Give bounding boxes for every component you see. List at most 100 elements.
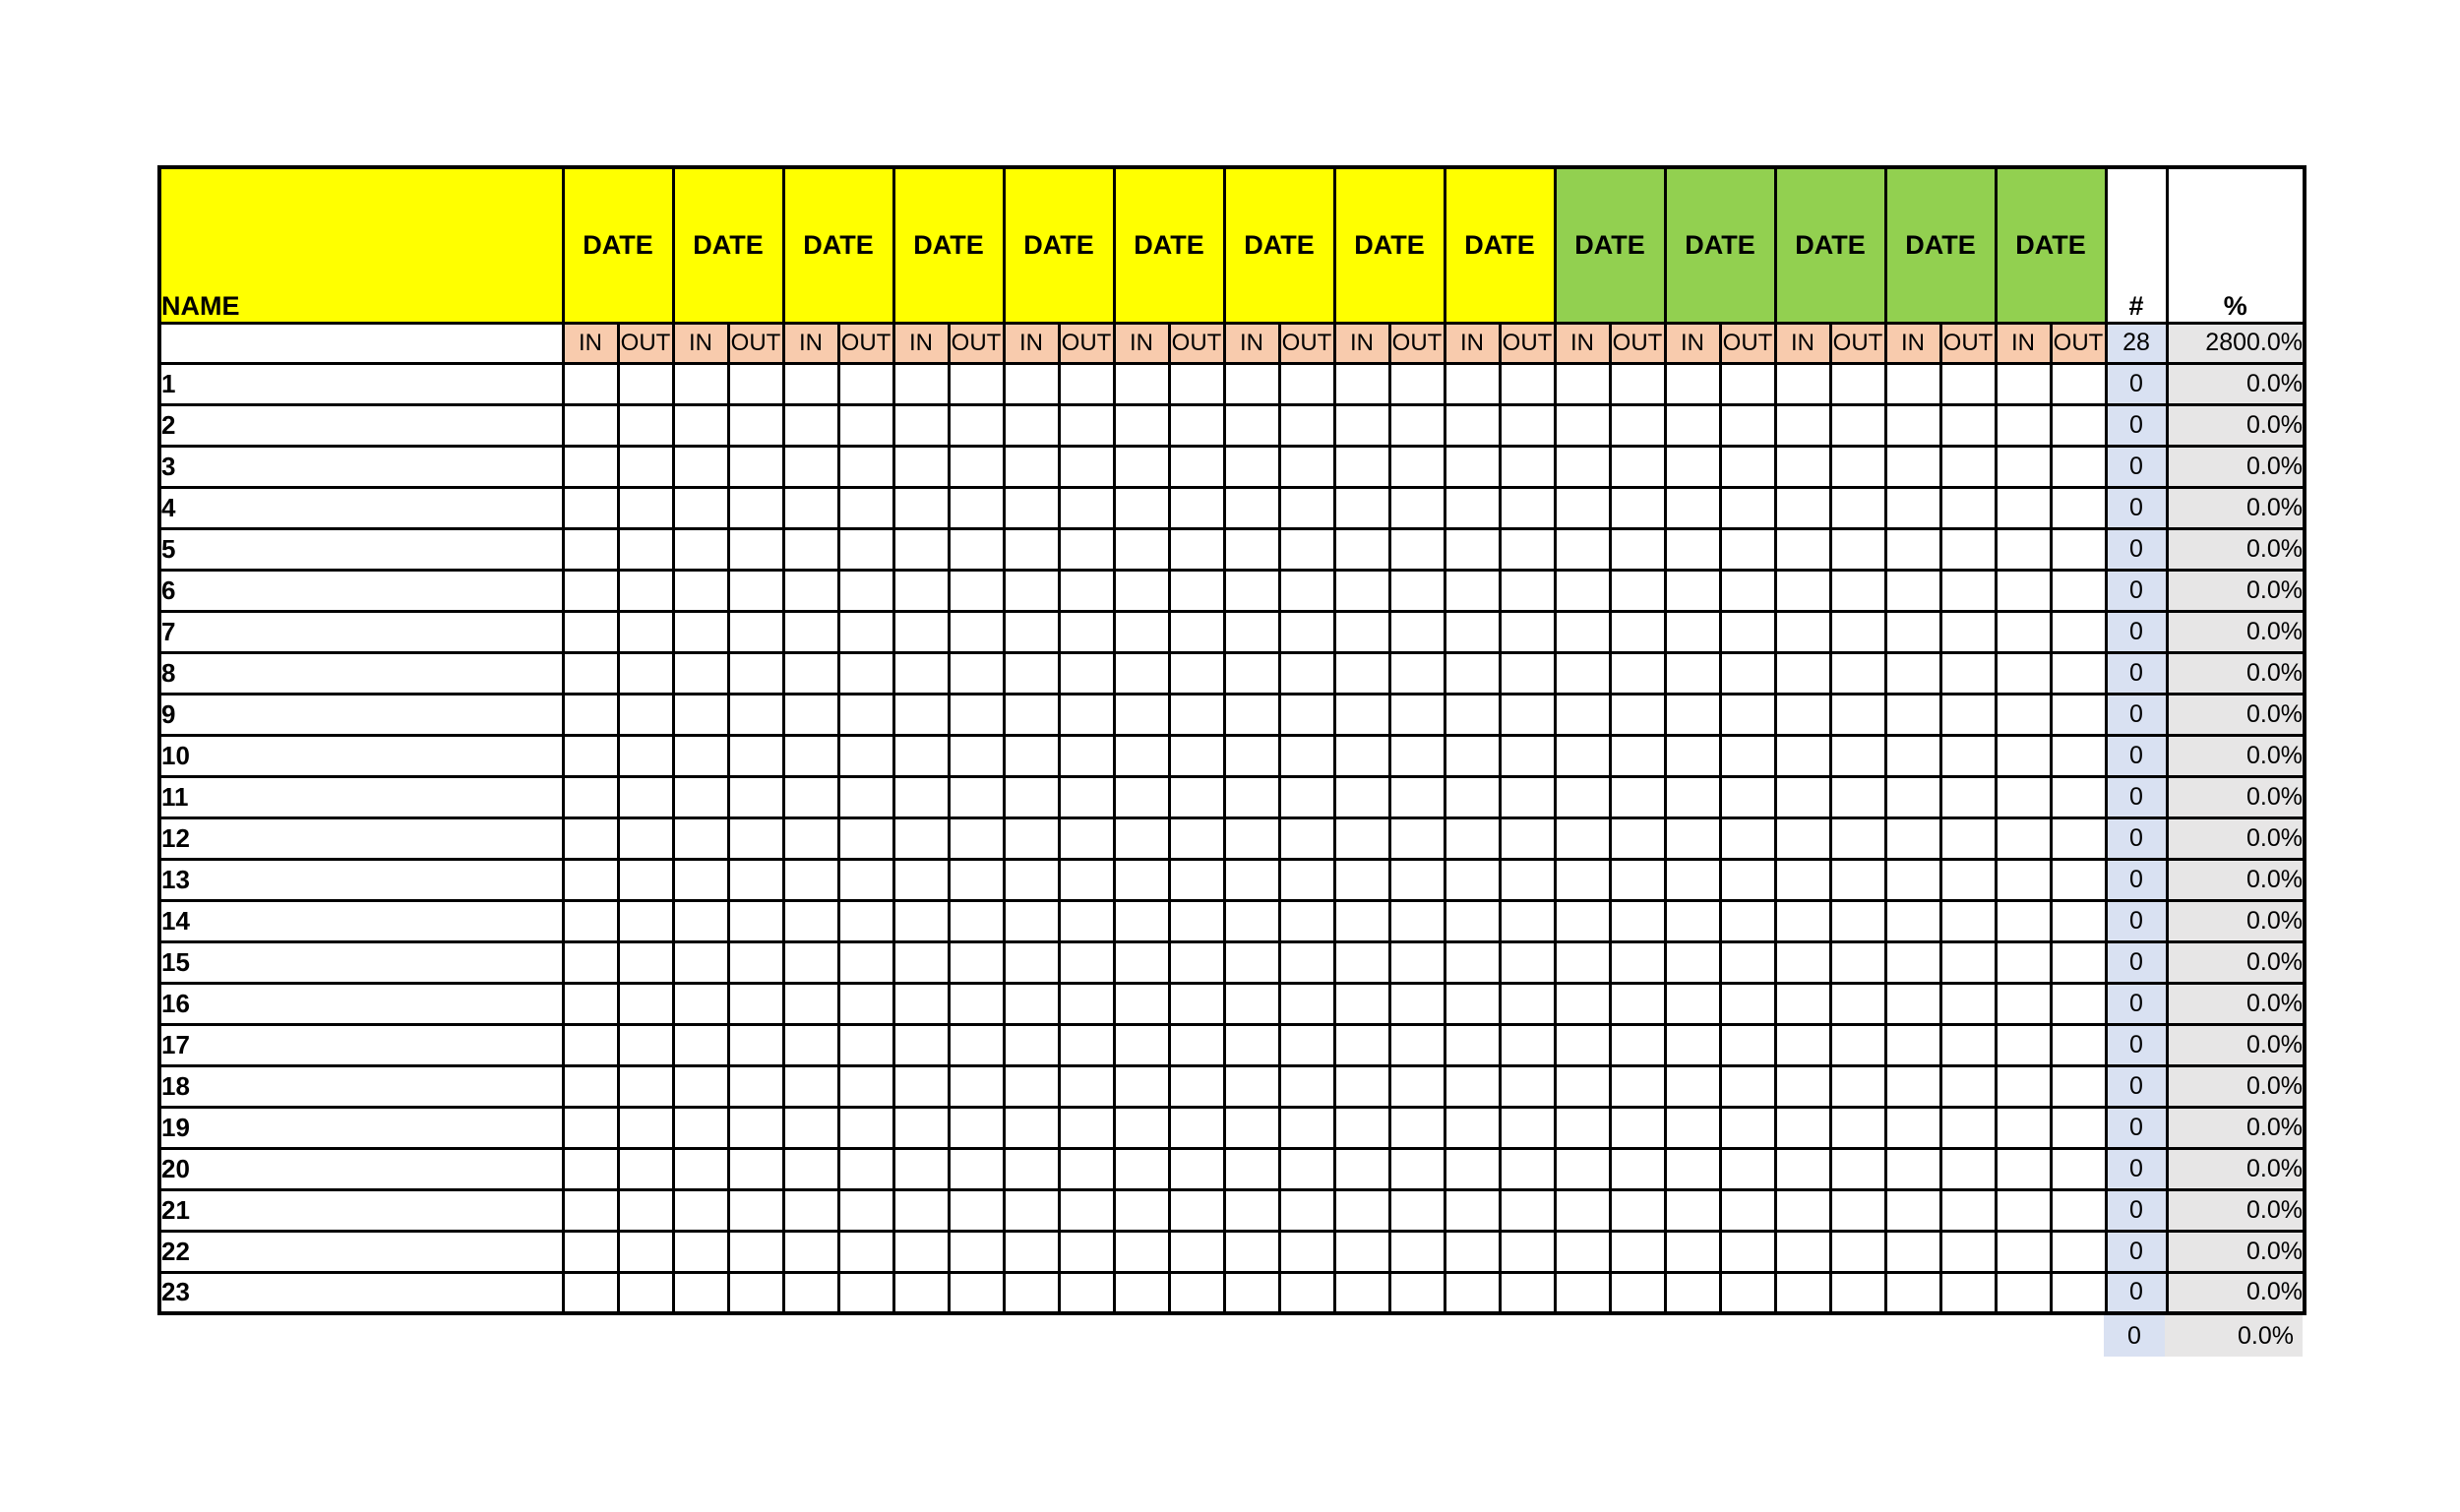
attendance-in-cell[interactable] xyxy=(781,898,840,943)
attendance-in-cell[interactable] xyxy=(1994,1229,2053,1274)
attendance-in-cell[interactable] xyxy=(1773,526,1832,572)
attendance-in-cell[interactable] xyxy=(1332,692,1391,737)
attendance-in-cell[interactable] xyxy=(892,609,951,654)
attendance-in-cell[interactable] xyxy=(1222,1187,1281,1233)
attendance-in-cell[interactable] xyxy=(1883,857,1942,902)
attendance-out-cell[interactable] xyxy=(1277,526,1336,572)
attendance-out-cell[interactable] xyxy=(1387,526,1446,572)
attendance-in-cell[interactable] xyxy=(1663,402,1722,448)
name-cell[interactable]: 15 xyxy=(157,939,565,985)
attendance-in-cell[interactable] xyxy=(1222,733,1281,778)
attendance-out-cell[interactable] xyxy=(1167,361,1226,406)
attendance-in-cell[interactable] xyxy=(1553,816,1612,861)
attendance-out-cell[interactable] xyxy=(726,361,785,406)
attendance-in-cell[interactable] xyxy=(781,857,840,902)
attendance-out-cell[interactable] xyxy=(836,361,895,406)
attendance-out-cell[interactable] xyxy=(1057,692,1116,737)
attendance-out-cell[interactable] xyxy=(1057,402,1116,448)
attendance-in-cell[interactable] xyxy=(561,857,620,902)
attendance-in-cell[interactable] xyxy=(1112,1146,1171,1191)
attendance-out-cell[interactable] xyxy=(1277,444,1336,489)
attendance-out-cell[interactable] xyxy=(1277,1146,1336,1191)
attendance-in-cell[interactable] xyxy=(1443,402,1502,448)
attendance-in-cell[interactable] xyxy=(1553,526,1612,572)
attendance-in-cell[interactable] xyxy=(561,774,620,819)
attendance-in-cell[interactable] xyxy=(671,692,730,737)
attendance-out-cell[interactable] xyxy=(616,444,675,489)
attendance-in-cell[interactable] xyxy=(1663,816,1722,861)
attendance-in-cell[interactable] xyxy=(1994,1063,2053,1109)
attendance-out-cell[interactable] xyxy=(1167,568,1226,613)
attendance-in-cell[interactable] xyxy=(1443,1187,1502,1233)
attendance-out-cell[interactable] xyxy=(1938,1105,1998,1150)
name-cell[interactable]: 1 xyxy=(157,361,565,406)
attendance-out-cell[interactable] xyxy=(1277,857,1336,902)
attendance-out-cell[interactable] xyxy=(616,485,675,530)
attendance-in-cell[interactable] xyxy=(892,1063,951,1109)
attendance-in-cell[interactable] xyxy=(1773,816,1832,861)
attendance-out-cell[interactable] xyxy=(836,402,895,448)
attendance-in-cell[interactable] xyxy=(781,485,840,530)
attendance-out-cell[interactable] xyxy=(1938,568,1998,613)
attendance-in-cell[interactable] xyxy=(1443,981,1502,1026)
attendance-out-cell[interactable] xyxy=(1608,1146,1667,1191)
attendance-in-cell[interactable] xyxy=(671,444,730,489)
attendance-in-cell[interactable] xyxy=(1883,650,1942,696)
attendance-in-cell[interactable] xyxy=(1883,692,1942,737)
attendance-in-cell[interactable] xyxy=(1222,609,1281,654)
attendance-out-cell[interactable] xyxy=(1718,1105,1777,1150)
attendance-in-cell[interactable] xyxy=(561,816,620,861)
attendance-out-cell[interactable] xyxy=(1057,816,1116,861)
attendance-out-cell[interactable] xyxy=(1938,939,1998,985)
attendance-in-cell[interactable] xyxy=(1994,444,2053,489)
attendance-in-cell[interactable] xyxy=(1553,1146,1612,1191)
attendance-out-cell[interactable] xyxy=(1828,568,1887,613)
attendance-out-cell[interactable] xyxy=(2049,857,2108,902)
attendance-out-cell[interactable] xyxy=(1498,733,1557,778)
attendance-out-cell[interactable] xyxy=(2049,816,2108,861)
attendance-in-cell[interactable] xyxy=(671,650,730,696)
attendance-out-cell[interactable] xyxy=(1938,650,1998,696)
attendance-in-cell[interactable] xyxy=(671,816,730,861)
attendance-in-cell[interactable] xyxy=(892,816,951,861)
attendance-out-cell[interactable] xyxy=(1608,733,1667,778)
attendance-out-cell[interactable] xyxy=(616,1229,675,1274)
attendance-in-cell[interactable] xyxy=(561,1022,620,1067)
attendance-out-cell[interactable] xyxy=(1828,816,1887,861)
attendance-in-cell[interactable] xyxy=(671,361,730,406)
attendance-in-cell[interactable] xyxy=(781,650,840,696)
attendance-out-cell[interactable] xyxy=(1498,1187,1557,1233)
attendance-in-cell[interactable] xyxy=(1002,650,1061,696)
attendance-in-cell[interactable] xyxy=(1883,402,1942,448)
attendance-out-cell[interactable] xyxy=(2049,444,2108,489)
attendance-out-cell[interactable] xyxy=(836,857,895,902)
attendance-in-cell[interactable] xyxy=(1332,1270,1391,1315)
attendance-in-cell[interactable] xyxy=(1443,1270,1502,1315)
attendance-in-cell[interactable] xyxy=(892,857,951,902)
attendance-in-cell[interactable] xyxy=(1443,361,1502,406)
attendance-out-cell[interactable] xyxy=(616,1270,675,1315)
attendance-out-cell[interactable] xyxy=(1938,816,1998,861)
name-cell[interactable]: 22 xyxy=(157,1229,565,1274)
attendance-in-cell[interactable] xyxy=(1443,939,1502,985)
attendance-in-cell[interactable] xyxy=(1112,1229,1171,1274)
attendance-out-cell[interactable] xyxy=(1167,1022,1226,1067)
attendance-in-cell[interactable] xyxy=(1553,1022,1612,1067)
attendance-out-cell[interactable] xyxy=(1938,774,1998,819)
attendance-out-cell[interactable] xyxy=(616,361,675,406)
attendance-out-cell[interactable] xyxy=(1828,898,1887,943)
attendance-out-cell[interactable] xyxy=(1167,526,1226,572)
attendance-out-cell[interactable] xyxy=(1938,692,1998,737)
attendance-in-cell[interactable] xyxy=(1112,816,1171,861)
attendance-out-cell[interactable] xyxy=(616,1146,675,1191)
attendance-out-cell[interactable] xyxy=(1828,609,1887,654)
attendance-in-cell[interactable] xyxy=(1994,568,2053,613)
attendance-in-cell[interactable] xyxy=(1883,609,1942,654)
attendance-in-cell[interactable] xyxy=(1112,1187,1171,1233)
attendance-out-cell[interactable] xyxy=(2049,1105,2108,1150)
attendance-in-cell[interactable] xyxy=(1553,857,1612,902)
name-cell[interactable]: 8 xyxy=(157,650,565,696)
attendance-out-cell[interactable] xyxy=(1828,444,1887,489)
attendance-out-cell[interactable] xyxy=(1057,1146,1116,1191)
attendance-in-cell[interactable] xyxy=(1443,816,1502,861)
